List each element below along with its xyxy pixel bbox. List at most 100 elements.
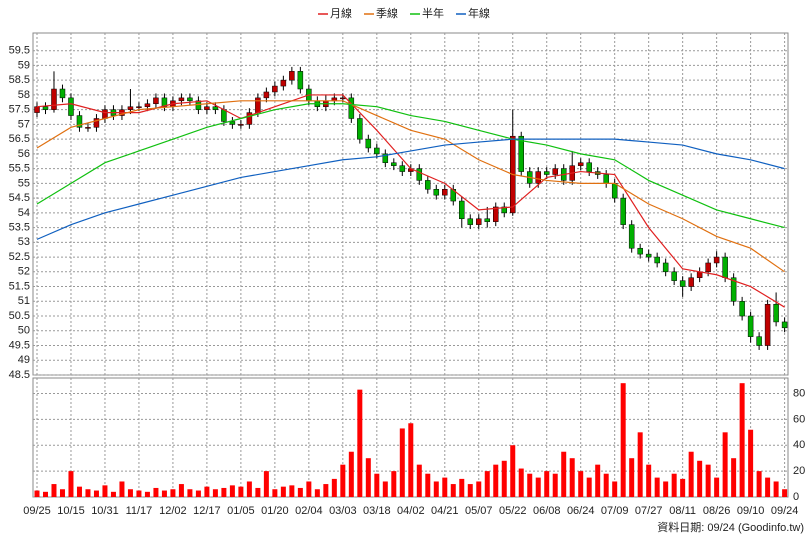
volume-bar	[323, 484, 329, 497]
ma-line	[36, 94, 785, 308]
candle-body	[637, 247, 643, 255]
candle-body	[764, 303, 771, 346]
volume-bar	[246, 481, 252, 497]
y-tick-label: 50.5	[9, 310, 30, 322]
legend-label: 季線	[376, 6, 398, 20]
volume-bar	[433, 481, 439, 497]
y-tick-label: 58	[18, 89, 30, 101]
candle-body	[272, 85, 278, 93]
x-tick-label: 06/08	[533, 505, 561, 517]
x-tick-label: 03/18	[363, 505, 391, 517]
x-tick-label: 01/05	[227, 505, 255, 517]
candle-body	[238, 124, 244, 126]
volume-bar	[586, 477, 592, 497]
candle-body	[229, 121, 236, 125]
x-tick-label: 12/17	[193, 505, 221, 517]
candle-body	[467, 218, 474, 225]
candle-body	[781, 321, 788, 329]
volume-bar	[654, 477, 660, 497]
volume-bar	[34, 490, 40, 497]
candle-body	[178, 97, 185, 102]
volume-bar	[510, 445, 516, 497]
candle-body	[68, 97, 74, 116]
x-tick-label: 09/25	[23, 505, 51, 517]
ma-line	[36, 103, 785, 229]
volume-bar	[314, 489, 320, 497]
candle-body	[577, 162, 584, 166]
volume-bar	[535, 477, 541, 497]
volume-bar	[518, 468, 524, 497]
y-tick-label: 53	[18, 236, 30, 248]
footer: 資料日期: 09/24 (Goodinfo.tw)	[657, 520, 804, 534]
candle-body	[459, 200, 465, 219]
candle-body	[705, 262, 711, 273]
volume-bar	[255, 487, 261, 497]
volume-bar	[620, 383, 626, 497]
volume-bar	[612, 481, 618, 497]
candle-body	[611, 183, 618, 199]
volume-bar	[705, 464, 711, 497]
candle-body	[85, 127, 91, 129]
volume-bar	[484, 471, 490, 497]
volume-bar	[399, 428, 405, 497]
volume-bar	[756, 471, 762, 497]
y-tick-label: 53.5	[9, 221, 30, 233]
volume-bar	[476, 481, 482, 497]
candle-body	[603, 174, 609, 184]
y-tick-label: 59.5	[9, 45, 30, 57]
candle-body	[484, 218, 491, 222]
legend-label: 月線	[330, 6, 352, 20]
candle-body	[476, 218, 482, 225]
volume-bar	[85, 489, 91, 497]
volume-bar	[127, 489, 133, 497]
candle-body	[662, 262, 669, 273]
x-tick-label: 11/17	[126, 505, 153, 517]
volume-bar	[731, 458, 737, 497]
candle-body	[187, 97, 193, 102]
x-tick-label: 05/07	[465, 505, 493, 517]
volume-bar	[646, 464, 652, 497]
volume-bar	[663, 481, 669, 497]
volume-bar	[144, 491, 150, 497]
volume-bar	[204, 486, 210, 497]
volume-bar	[595, 464, 601, 497]
y-tick-label: 55.5	[9, 163, 30, 175]
x-tick-label: 05/22	[499, 505, 527, 517]
candle-body	[340, 97, 346, 100]
volume-bar	[561, 451, 567, 497]
candle-body	[280, 79, 287, 87]
candle-body	[713, 256, 720, 264]
volume-bar	[195, 490, 201, 497]
candle-body	[543, 171, 550, 175]
candle-body	[493, 206, 499, 222]
volume-bar	[93, 490, 99, 497]
y2-tick-label: 60	[793, 413, 805, 425]
y-tick-label: 52	[18, 266, 30, 278]
candle-body	[246, 112, 253, 125]
volume-bar	[408, 423, 414, 497]
candle-body	[688, 277, 694, 287]
y-tick-label: 51	[18, 295, 30, 307]
volume-bar	[629, 458, 635, 497]
price-frame	[32, 32, 789, 376]
candle-body	[127, 106, 134, 110]
legend-label: 半年	[422, 6, 444, 20]
candle-body	[365, 138, 372, 149]
candle-body	[586, 162, 592, 172]
candle-body	[552, 168, 558, 175]
candle-body	[204, 106, 210, 110]
candle-body	[620, 197, 626, 225]
y-tick-label: 58.5	[9, 74, 30, 86]
volume-bar	[289, 485, 295, 497]
legend-label: 年線	[468, 6, 490, 20]
candle-body	[756, 336, 762, 346]
volume-bar	[637, 432, 643, 497]
candle-body	[161, 97, 168, 107]
candle-body	[357, 118, 363, 140]
volume-bar	[76, 486, 82, 497]
x-tick-label: 01/20	[261, 505, 289, 517]
volume-bar	[765, 477, 771, 497]
volume-bar	[782, 489, 788, 497]
volume-bar	[212, 489, 218, 497]
